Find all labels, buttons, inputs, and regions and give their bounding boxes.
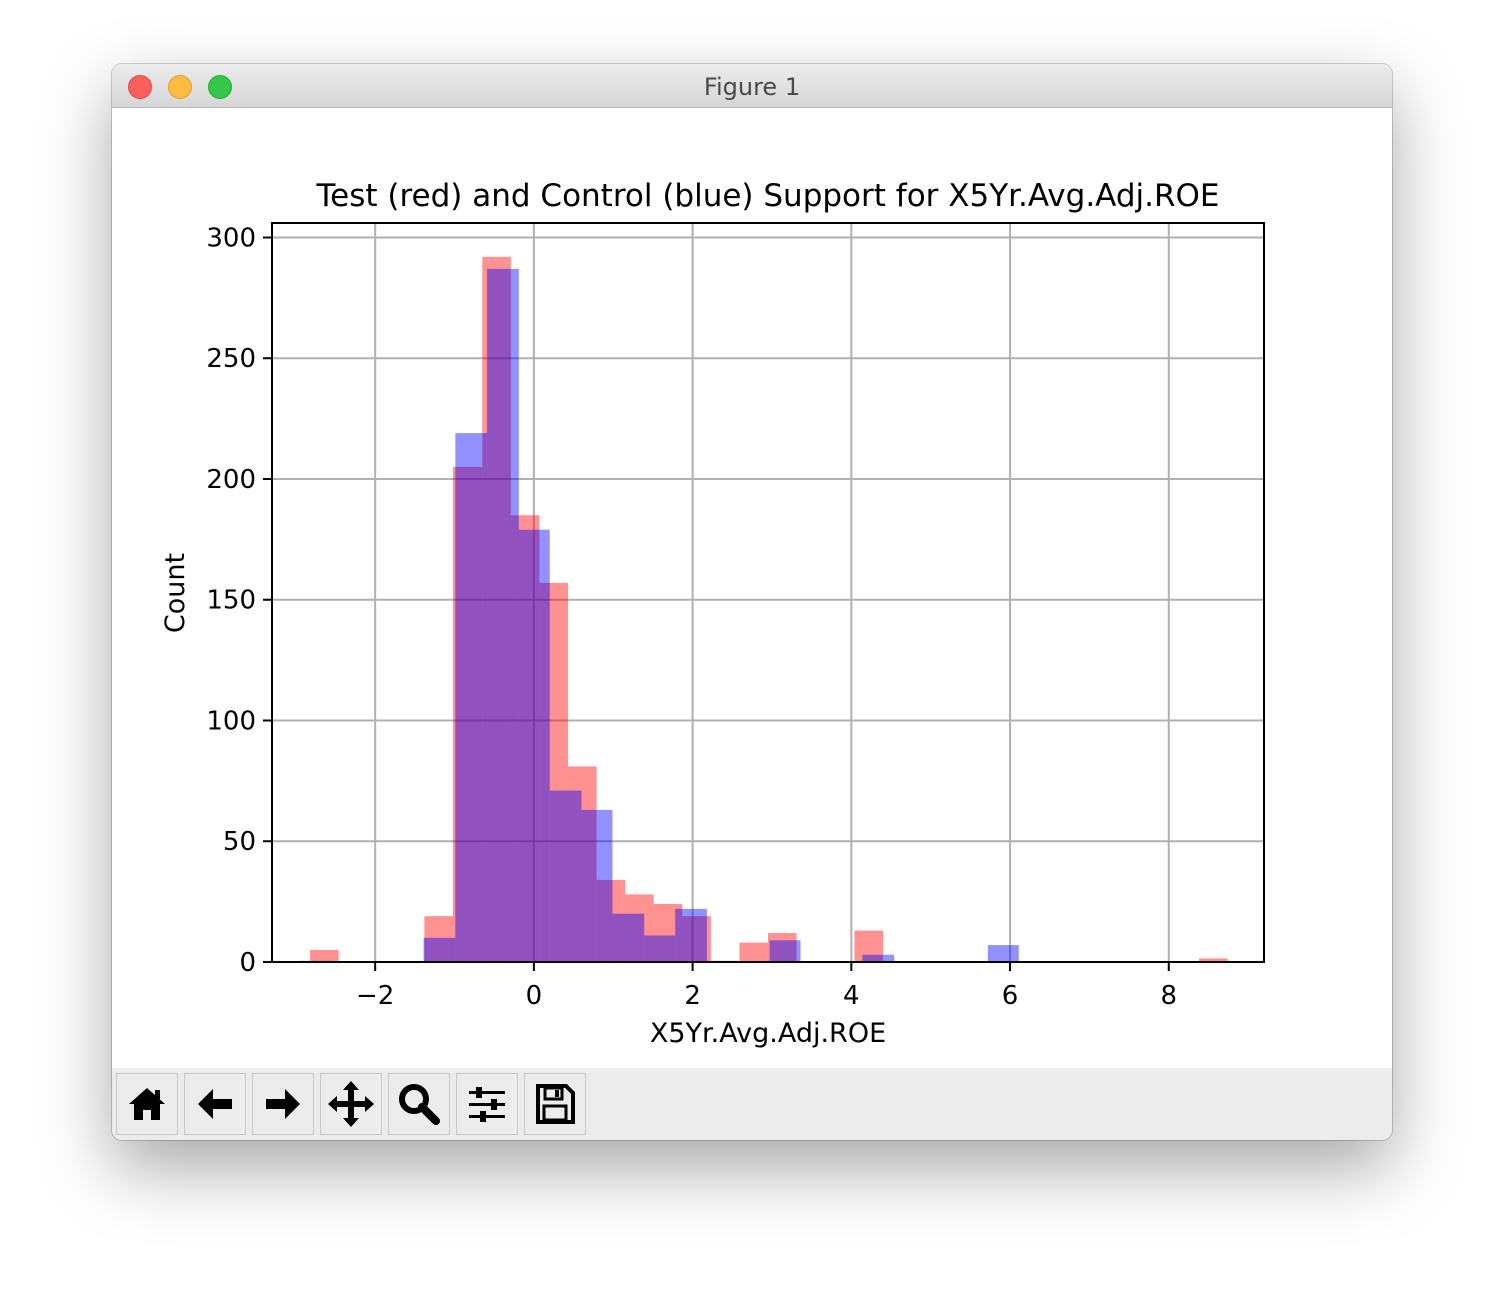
red-histogram-bar bbox=[568, 766, 597, 962]
red-histogram-bar bbox=[596, 879, 626, 962]
minimize-window-button[interactable] bbox=[168, 75, 192, 99]
red-histogram-bar bbox=[1198, 958, 1228, 962]
figure-canvas[interactable]: −2 0 2 4 6 8 0 50 100 150 200 250 300 Test (red) and… bbox=[112, 108, 1392, 1068]
pan-icon bbox=[328, 1081, 374, 1127]
red-histogram-bar bbox=[625, 894, 654, 962]
pan-button[interactable] bbox=[320, 1073, 382, 1135]
x-tick-label: 6 bbox=[1002, 981, 1019, 1011]
y-tick-label: 250 bbox=[206, 344, 256, 374]
x-tick-label: 0 bbox=[526, 981, 543, 1011]
chart-title: Test (red) and Control (blue) Support fo… bbox=[315, 178, 1219, 214]
home-button[interactable] bbox=[116, 1073, 178, 1135]
red-histogram-bar bbox=[452, 466, 483, 962]
blue-histogram-bar bbox=[675, 908, 707, 962]
window-title: Figure 1 bbox=[703, 73, 801, 101]
red-histogram-bar bbox=[310, 949, 339, 962]
blue-histogram-bar bbox=[581, 809, 613, 962]
blue-histogram-bar bbox=[862, 954, 895, 962]
y-tick-label: 300 bbox=[206, 223, 256, 253]
zoom-button[interactable] bbox=[388, 1073, 450, 1135]
red-histogram-bar bbox=[424, 916, 453, 962]
red-histogram-bar bbox=[482, 256, 511, 963]
red-histogram-bar bbox=[768, 933, 797, 962]
zoom-icon bbox=[399, 1084, 440, 1125]
histogram-chart: −2 0 2 4 6 8 0 50 100 150 200 250 300 Test (red) and… bbox=[160, 178, 1265, 1049]
close-window-button[interactable] bbox=[128, 75, 152, 99]
blue-histogram-bar bbox=[769, 940, 801, 962]
title-bar[interactable]: Figure 1 bbox=[112, 64, 1392, 108]
figure-window: Figure 1 −2 0 2 4 6 8 0 50 100 150 200 250 300 Test … bbox=[112, 64, 1392, 1140]
configure-subplots-button[interactable] bbox=[456, 1073, 518, 1135]
save-button[interactable] bbox=[524, 1073, 586, 1135]
back-button[interactable] bbox=[184, 1073, 246, 1135]
forward-arrow-icon bbox=[266, 1089, 300, 1119]
x-tick-label: 8 bbox=[1160, 981, 1177, 1011]
y-axis-label: Count bbox=[160, 553, 191, 633]
blue-histogram-bar bbox=[518, 529, 550, 962]
red-histogram-bar bbox=[739, 942, 768, 962]
home-icon bbox=[129, 1088, 165, 1120]
navigation-toolbar bbox=[112, 1068, 1392, 1140]
axes-frame bbox=[271, 222, 1265, 963]
y-tick-label: 50 bbox=[223, 827, 256, 857]
blue-histogram-bar bbox=[423, 937, 456, 962]
red-histogram-bar bbox=[539, 582, 569, 962]
red-histogram-bar bbox=[854, 930, 884, 962]
red-histogram-bar bbox=[653, 904, 683, 962]
blue-histogram-bar bbox=[487, 268, 519, 962]
x-tick-label: 2 bbox=[684, 981, 701, 1011]
back-arrow-icon bbox=[198, 1089, 232, 1119]
blue-histogram-bar bbox=[612, 913, 645, 962]
x-axis-label: X5Yr.Avg.Adj.ROE bbox=[650, 1018, 886, 1049]
blue-histogram-bar bbox=[987, 945, 1019, 962]
x-tick-label: −2 bbox=[356, 981, 394, 1011]
y-tick-label: 0 bbox=[239, 948, 256, 978]
configure-subplots-icon bbox=[469, 1087, 505, 1122]
x-tick-label: 4 bbox=[843, 981, 860, 1011]
red-histogram-bar bbox=[510, 515, 540, 962]
y-tick-label: 150 bbox=[206, 586, 256, 616]
red-histogram-bar bbox=[682, 916, 711, 962]
save-icon bbox=[536, 1084, 575, 1124]
maximize-window-button[interactable] bbox=[208, 75, 232, 99]
blue-histogram-bar bbox=[644, 935, 676, 962]
y-tick-label: 100 bbox=[206, 706, 256, 736]
y-tick-label: 200 bbox=[206, 465, 256, 495]
blue-histogram-bar bbox=[455, 433, 488, 962]
forward-button[interactable] bbox=[252, 1073, 314, 1135]
blue-histogram-bar bbox=[549, 790, 582, 962]
